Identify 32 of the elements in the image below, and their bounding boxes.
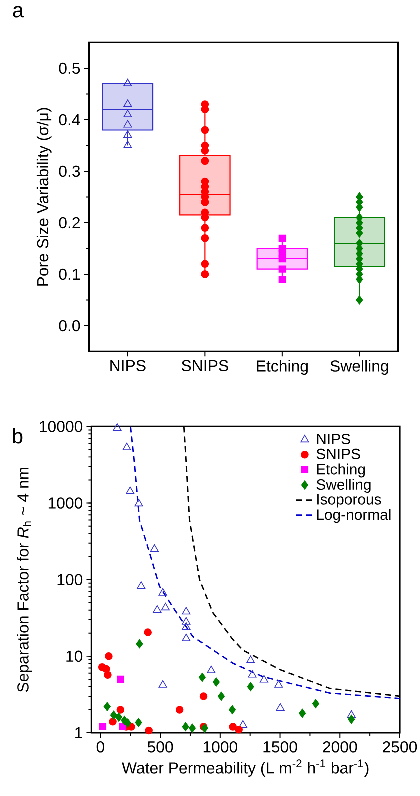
legend-label: Isoporous xyxy=(318,494,382,508)
y-tick-label: 0.4 xyxy=(59,114,80,126)
x-tick-label: 1000 xyxy=(204,742,238,753)
y-tick-label: 0.3 xyxy=(59,166,80,178)
x-tick-label: SNIPS xyxy=(182,360,228,372)
x-axis-title: Water Permeability (L m$^{-2}$ h$^{-1}$ bar$^{-1}$) xyxy=(122,760,369,777)
y-tick-label: 0.2 xyxy=(59,217,80,229)
y-tick-label: 100 xyxy=(58,574,83,586)
y-tick-label: 1 xyxy=(76,728,82,738)
y-axis-title: Separation Factor for R$_{h}$ ~ 4 nm xyxy=(17,468,32,692)
x-tick-label: Swelling xyxy=(330,360,388,376)
legend-label: Log-normal xyxy=(317,509,391,524)
legend-label: NIPS xyxy=(317,434,350,445)
y-tick-label: 0.5 xyxy=(59,62,80,74)
x-tick-label: 2000 xyxy=(323,742,358,753)
legend-label: Etching xyxy=(317,464,366,478)
y-tick-label: 1000 xyxy=(48,498,83,509)
x-tick-label: 500 xyxy=(148,742,174,753)
x-tick-label: 0 xyxy=(96,742,104,753)
x-tick-label: Etching xyxy=(257,360,308,376)
y-tick-label: 0.1 xyxy=(59,268,80,280)
y-tick-label: 0.0 xyxy=(59,320,80,332)
x-tick-label: 2500 xyxy=(383,742,418,753)
y-tick-label: 10000 xyxy=(40,421,83,432)
chart-title: b xyxy=(13,428,23,444)
y-axis-title: Pore Size Variability (σ/μ) xyxy=(36,108,52,286)
legend-label: SNIPS xyxy=(316,448,360,460)
y-tick-label: 10 xyxy=(66,650,83,662)
chart-title: a xyxy=(13,6,24,18)
legend-label: Swelling xyxy=(316,479,371,494)
x-tick-label: NIPS xyxy=(110,360,146,372)
x-tick-label: 1500 xyxy=(264,742,298,753)
